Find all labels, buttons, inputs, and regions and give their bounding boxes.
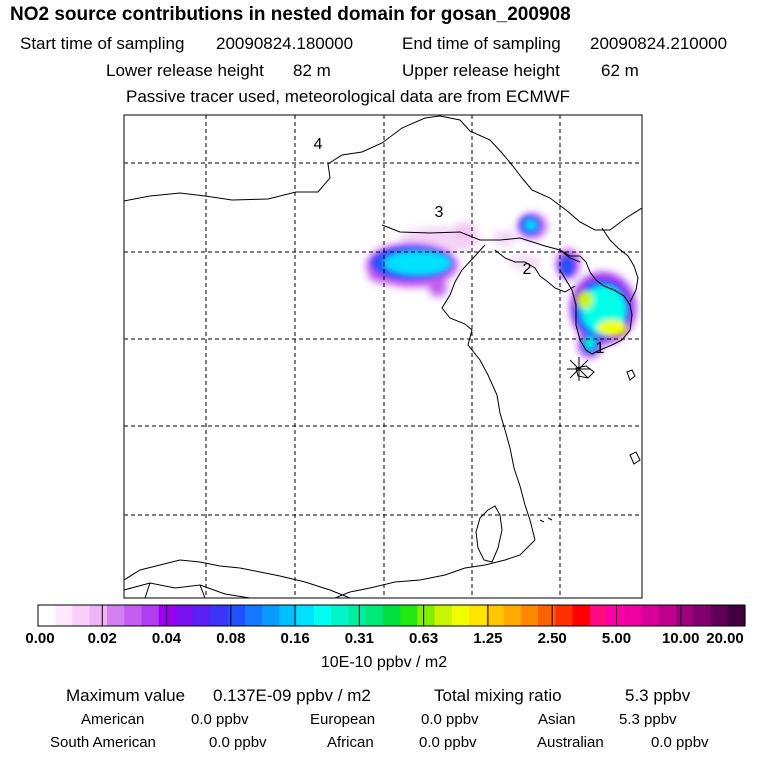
colorbar-cell [658,605,677,626]
colorbar-cell [38,605,56,626]
chart-title: NO2 source contributions in nested domai… [10,4,571,25]
end-time-value: 20090824.210000 [590,34,728,53]
colorbar-cell [572,605,591,626]
lower-height-label: Lower release height [106,61,264,80]
colorbar-cell [676,605,694,626]
model-note: Passive tracer used, meteorological data… [126,87,571,106]
colorbar-cell [348,605,367,626]
colorbar-cell [72,605,91,626]
colorbar-tick-label: 0.63 [409,630,439,647]
colorbar-cell [589,605,608,626]
colorbar-cell [486,605,505,626]
lat-lon-grid [124,115,642,598]
region-label-2: 2 [523,261,532,278]
source-australian-value: 0.0 ppbv [651,734,709,751]
max-value: 0.137E-09 ppbv / m2 [213,686,371,705]
upper-height-value: 62 m [601,61,639,80]
colorbar-tick-label: 1.25 [473,630,503,647]
colorbar-cell [382,605,401,626]
colorbar-tick-label: 0.16 [280,630,310,647]
source-african-value: 0.0 ppbv [419,734,477,751]
colorbar-tick-label: 0.02 [87,630,117,647]
colorbar-cell [693,605,712,626]
colorbar-cell [89,605,108,626]
colorbar-cell [417,605,436,626]
colorbar-cell [520,605,539,626]
colorbar-cell [175,605,194,626]
colorbar-cell [158,605,177,626]
colorbar-cell [331,605,349,626]
region-label-3: 3 [435,204,444,221]
start-time-value: 20090824.180000 [216,34,354,53]
colorbar-tick-label: 10.00 [661,630,700,647]
region-label-1: 1 [596,340,605,357]
colorbar-tick-label: 0.00 [25,630,55,647]
total-mixing-label: Total mixing ratio [434,686,562,705]
colorbar-cell [503,605,522,626]
colorbar-tick-label: 5.00 [601,630,632,647]
colorbar-cell [624,605,643,626]
source-american-value: 0.0 ppbv [191,711,249,728]
source-asian-label: Asian [538,711,576,728]
source-european-label: European [310,711,376,728]
colorbar-cell [193,605,212,626]
end-time-label: End time of sampling [402,34,561,53]
colorbar-cell [451,605,470,626]
colorbar-cell [279,605,298,626]
source-european-value: 0.0 ppbv [421,711,479,728]
colorbar-unit-label: 10E-10 ppbv / m2 [320,654,448,671]
star-icon [567,357,591,381]
colorbar-cell [141,605,160,626]
colorbar-cell [434,605,453,626]
region-label-4: 4 [314,136,323,153]
colorbar-cell [538,605,556,626]
source-australian-label: Australian [537,734,604,751]
colorbar-cell [641,605,660,626]
colorbar-cell [244,605,263,626]
colorbar-cell [124,605,143,626]
colorbar-cell [210,605,229,626]
colorbar-cell [400,605,418,626]
source-american-label: American [81,711,145,728]
start-time-label: Start time of sampling [20,34,185,53]
lower-height-value: 82 m [293,61,331,80]
colorbar-cell [555,605,574,626]
colorbar-cell [296,605,315,626]
upper-height-label: Upper release height [402,61,560,80]
colorbar-cell [106,605,125,626]
colorbar-tick-label: 0.08 [216,630,246,647]
map-frame [123,114,643,599]
concentration-plume [366,213,636,358]
source-asian-value: 5.3 ppbv [619,711,677,728]
colorbar-tick-label: 2.50 [537,630,567,647]
colorbar-tick-label: 20.00 [706,630,744,647]
colorbar-cell [313,605,332,626]
source-african-label: African [327,734,374,751]
colorbar-cell [710,605,729,626]
colorbar-frame [37,604,746,627]
source-south-american-label: South American [50,734,156,751]
colorbar-tick-label: 0.31 [344,630,374,647]
colorbar-cell [55,605,74,626]
colorbar-cell [469,605,487,626]
max-value-label: Maximum value [66,686,186,705]
source-south-american-value: 0.0 ppbv [209,734,267,751]
colorbar-cell [227,605,246,626]
total-mixing-value: 5.3 ppbv [625,686,691,705]
colorbar-cell [727,605,746,626]
colorbar-tick-label: 0.04 [151,630,182,647]
colorbar-cell [262,605,281,626]
political-borders [124,249,581,598]
colorbar-cell [365,605,384,626]
coastlines [124,115,642,598]
